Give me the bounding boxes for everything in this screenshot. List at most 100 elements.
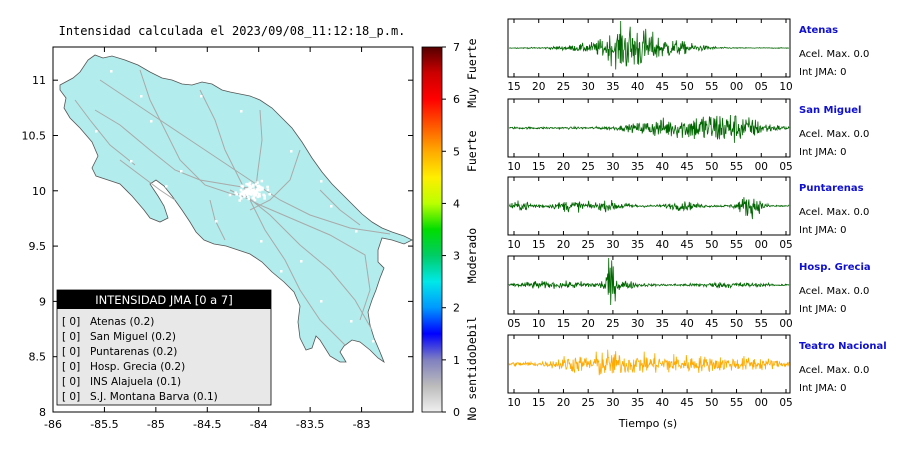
station-int-jma: Int JMA: 0 <box>799 304 847 315</box>
waveform-tick-label: 20 <box>557 161 570 173</box>
lat-tick-label: 10 <box>32 185 46 198</box>
lon-tick-label: -86 <box>44 418 62 431</box>
station-acel-max: Acel. Max. 0.0 <box>799 286 869 297</box>
waveform-tick-label: 45 <box>705 318 718 330</box>
station-marker <box>240 197 243 200</box>
station-marker <box>266 188 270 192</box>
station-marker <box>300 260 303 263</box>
road <box>139 69 236 196</box>
station-marker <box>320 300 323 303</box>
station-marker <box>290 150 293 153</box>
map-frame <box>52 46 414 413</box>
colorbar-tick-label: 6 <box>453 93 460 106</box>
waveform-tick-label: 30 <box>631 318 644 330</box>
station-marker <box>252 188 255 191</box>
waveform-tick-label: 45 <box>656 81 669 93</box>
station-marker <box>200 95 203 98</box>
waveform-tick-label: 00 <box>779 318 792 330</box>
station-marker <box>372 340 375 343</box>
lon-tick-label: -83 <box>353 418 371 431</box>
waveform-tick-label: 25 <box>557 81 570 93</box>
station-marker <box>245 182 248 186</box>
waveform-tick-label: 25 <box>581 161 594 173</box>
station-marker <box>228 193 232 197</box>
station-marker <box>250 190 253 194</box>
colorbar-category-label: Muy Fuerte <box>465 38 479 107</box>
waveform-tick-label: 40 <box>631 81 644 93</box>
station-acel-max: Acel. Max. 0.0 <box>799 365 869 376</box>
station-marker <box>266 185 269 189</box>
station-marker <box>215 220 218 223</box>
time-axis-label: Tiempo (s) <box>618 417 677 430</box>
station-marker <box>248 181 252 185</box>
waveform-tick-label: 05 <box>507 318 520 330</box>
station-marker <box>180 170 183 173</box>
waveform-tick-label: 10 <box>507 239 520 251</box>
waveform-tick-label: 50 <box>705 161 718 173</box>
lon-tick-label: -85.5 <box>90 418 118 431</box>
waveform-tick-label: 30 <box>606 161 619 173</box>
waveform-tick-label: 00 <box>730 81 743 93</box>
station-name: San Miguel <box>799 105 861 116</box>
waveform-tick-label: 05 <box>779 239 792 251</box>
waveform-tick-label: 20 <box>581 318 594 330</box>
station-marker <box>263 197 266 200</box>
station-marker <box>268 193 271 196</box>
station-marker <box>250 193 253 196</box>
waveform-tick-label: 05 <box>755 81 768 93</box>
station-marker <box>234 191 237 194</box>
station-marker <box>253 198 257 202</box>
waveform-tick-label: 20 <box>532 81 545 93</box>
legend-item-label: Hosp. Grecia (0.2) <box>90 361 185 373</box>
station-name: Puntarenas <box>799 183 864 194</box>
waveform-tick-label: 20 <box>557 397 570 409</box>
station-marker <box>110 70 113 73</box>
legend-items: [ 0] Atenas (0.2) [ 0] San Miguel (0.2) [ 0]… <box>62 316 218 403</box>
waveform-tick-label: 00 <box>755 239 768 251</box>
station-marker <box>238 199 241 202</box>
lat-tick-label: 9.5 <box>29 240 47 253</box>
waveform-tick-label: 55 <box>730 161 743 173</box>
colorbar-tick-label: 5 <box>453 145 460 158</box>
station-marker <box>255 188 258 191</box>
station-acel-max: Acel. Max. 0.0 <box>799 49 869 60</box>
lon-tick-label: -84 <box>250 418 268 431</box>
waveform-tick-label: 50 <box>705 239 718 251</box>
station-acel-max: Acel. Max. 0.0 <box>799 129 869 140</box>
legend-item-label: Atenas (0.2) <box>90 316 154 328</box>
colorbar-tick-label: 7 <box>453 41 460 54</box>
waveform-tick-label: 55 <box>730 397 743 409</box>
waveform-panels: 15 20 25 30 35 40 45 50 55 00 05 10 Atenas Acel. Max.… <box>507 18 887 409</box>
waveform-tick-label: 40 <box>656 397 669 409</box>
station-marker <box>253 189 257 193</box>
station-marker <box>261 186 264 190</box>
waveform-panel: 10 15 20 25 30 35 40 45 50 55 00 05 Puntarenas Acel. … <box>507 176 869 251</box>
waveform-tick-label: 40 <box>656 239 669 251</box>
station-marker <box>95 130 98 133</box>
station-marker <box>259 185 262 189</box>
road <box>199 89 346 346</box>
station-marker <box>251 196 255 200</box>
colorbar-tick-label: 3 <box>453 250 460 263</box>
station-marker <box>257 187 260 190</box>
waveform-tick-label: 10 <box>779 81 792 93</box>
waveform-tick-label: 50 <box>705 397 718 409</box>
station-marker <box>244 191 247 194</box>
legend-box <box>56 289 272 406</box>
colorbar-category-label: Moderado <box>465 228 479 283</box>
waveform-trace <box>508 114 790 143</box>
waveform-tick-label: 05 <box>779 397 792 409</box>
station-marker <box>262 193 265 197</box>
station-marker <box>254 194 257 197</box>
waveform-tick-label: 35 <box>606 81 619 93</box>
station-marker <box>252 184 255 187</box>
waveform-tick-label: 15 <box>532 397 545 409</box>
waveform-trace <box>509 197 790 220</box>
station-marker <box>245 188 249 191</box>
station-marker <box>254 183 258 186</box>
waveform-tick-label: 55 <box>755 318 768 330</box>
station-marker <box>258 188 262 192</box>
lat-tick-label: 8 <box>39 406 46 419</box>
station-markers <box>95 70 375 343</box>
station-marker <box>252 191 255 195</box>
